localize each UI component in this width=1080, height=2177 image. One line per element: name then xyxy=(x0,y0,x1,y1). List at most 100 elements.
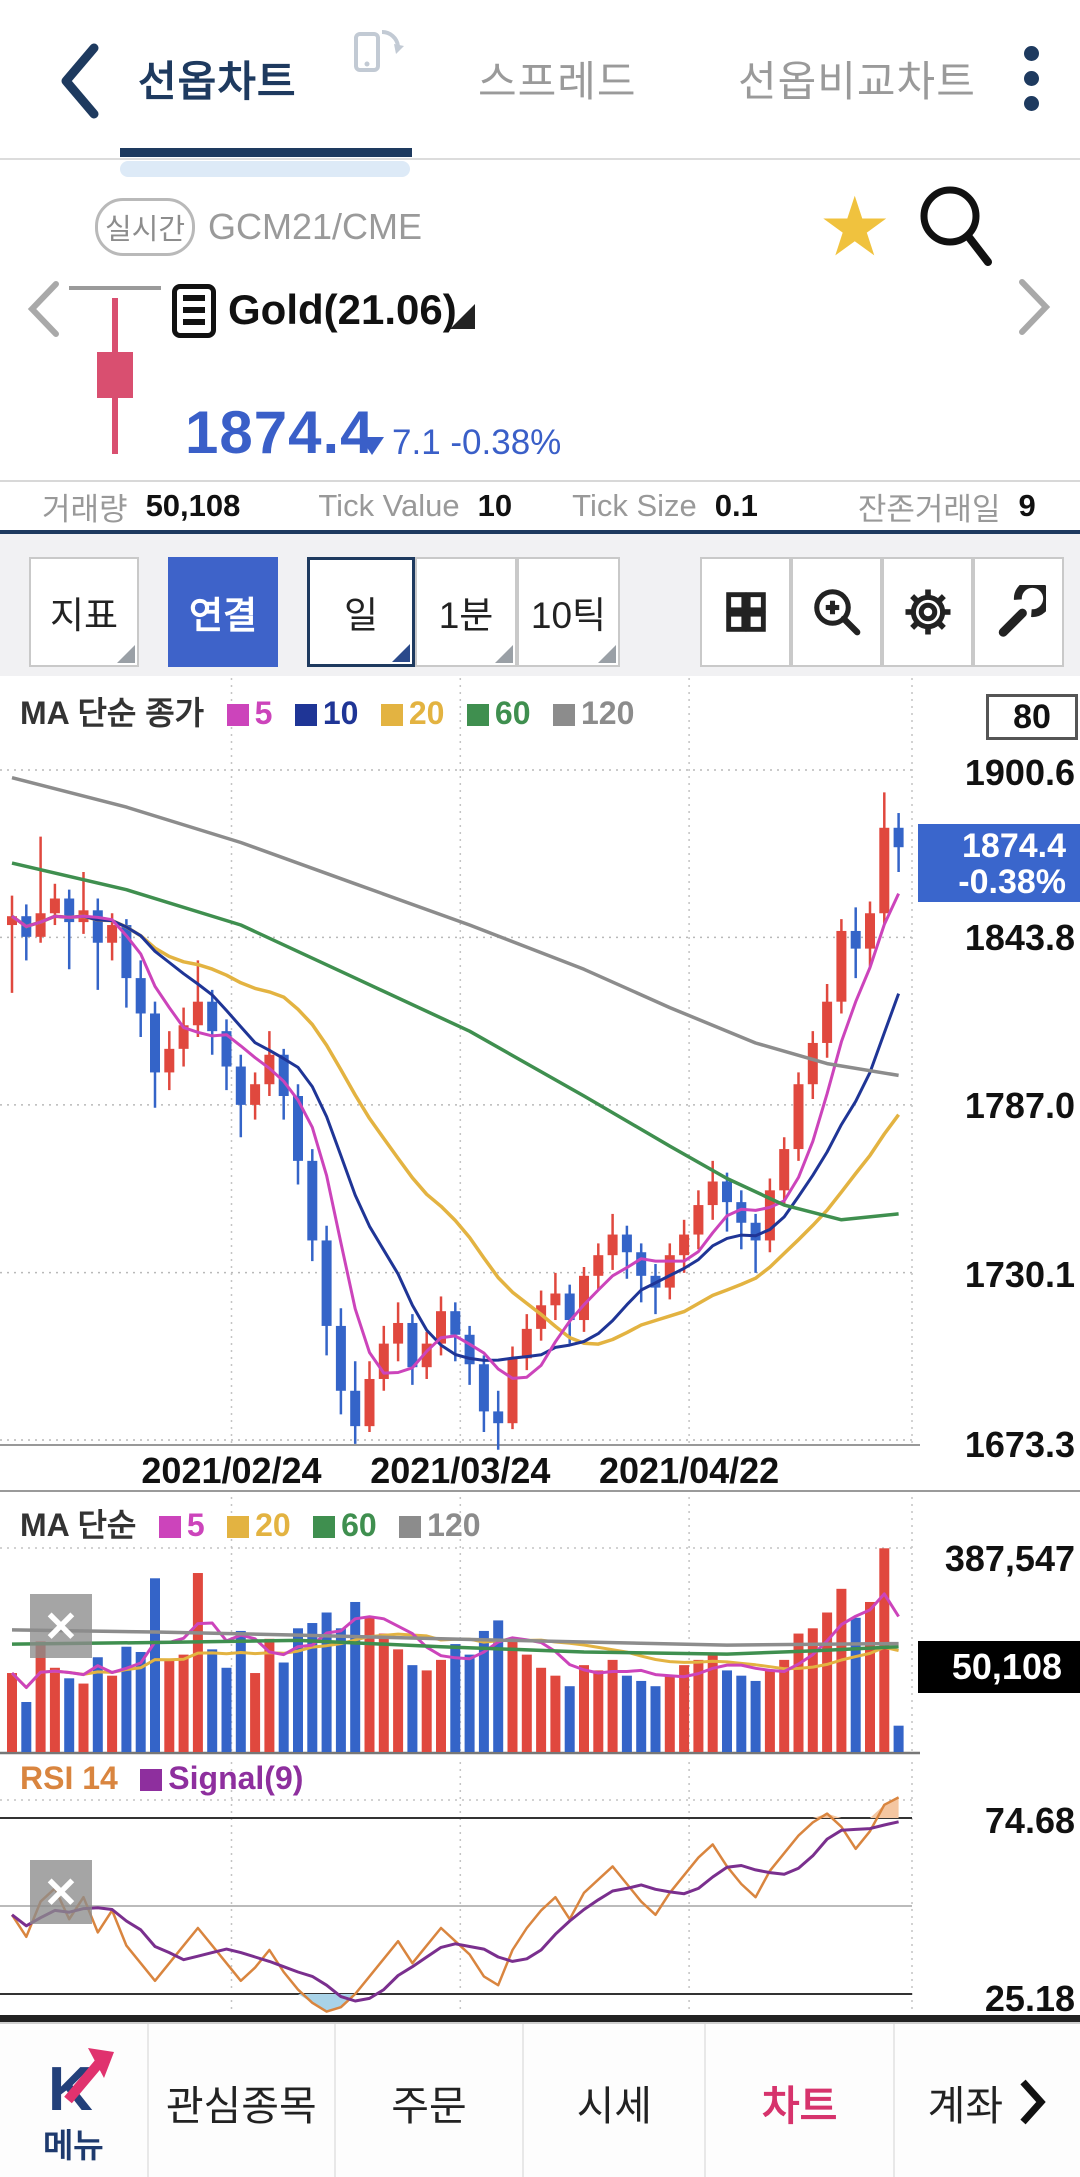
grid-icon xyxy=(725,592,766,632)
zoom-button[interactable] xyxy=(791,557,882,667)
x-axis-date: 2021/02/24 xyxy=(141,1450,322,1491)
tab-chart[interactable]: 선옵차트 xyxy=(138,58,297,105)
legend-swatch xyxy=(399,1516,422,1538)
nav-label: 시세 xyxy=(576,2082,653,2129)
legend-label: 5 xyxy=(186,1507,205,1543)
symbol-name[interactable]: Gold(21.06) xyxy=(228,286,457,333)
chevron-right-icon xyxy=(1020,2079,1046,2124)
signal-label: Signal(9) xyxy=(168,1760,304,1796)
rsi-upper-label: 74.68 xyxy=(984,1800,1075,1841)
legend-label: 10 xyxy=(322,695,359,731)
nav-quotes[interactable]: 시세 xyxy=(524,2024,707,2177)
symbol-dropdown-icon[interactable] xyxy=(450,304,475,329)
nav-watchlist[interactable]: 관심종목 xyxy=(149,2024,336,2177)
bottom-nav: K 메뉴 관심종목 주문 시세 차트 계좌 xyxy=(0,2022,1080,2177)
back-icon[interactable] xyxy=(58,42,102,120)
y-axis-label: 1787.0 xyxy=(964,1085,1075,1126)
nav-order[interactable]: 주문 xyxy=(336,2024,525,2177)
volume-current-badge: 50,108 xyxy=(918,1641,1080,1693)
nav-label: 주문 xyxy=(391,2082,467,2129)
legend-label: 120 xyxy=(580,695,635,731)
current-price: 1874.4 xyxy=(185,399,375,466)
volume-max-label: 387,547 xyxy=(944,1538,1075,1579)
y-axis-label: 1673.3 xyxy=(964,1424,1075,1465)
badge-price: 1874.4 xyxy=(962,827,1066,865)
rsi-close-button[interactable]: ✕ xyxy=(30,1860,92,1924)
legend-label: 60 xyxy=(341,1507,377,1543)
period-1min-button[interactable]: 1분 xyxy=(415,557,517,667)
next-symbol-icon[interactable] xyxy=(1014,278,1054,336)
candle-glyph-body xyxy=(97,352,133,398)
stat-label: 잔존거래일 xyxy=(857,491,1001,527)
zoom-in-icon xyxy=(813,589,860,636)
stats-row: 거래량 50,108 Tick Value 10 Tick Size 0.1 잔… xyxy=(0,480,1080,536)
countdown-box: 80 xyxy=(986,694,1078,740)
legend-swatch xyxy=(294,704,317,726)
wrench-icon xyxy=(998,585,1046,637)
legend-swatch xyxy=(226,704,249,726)
period-10tick-label: 10틱 xyxy=(530,595,607,636)
x-axis-date: 2021/04/22 xyxy=(599,1450,780,1491)
nav-label: 차트 xyxy=(761,2082,838,2129)
link-button-label: 연결 xyxy=(188,595,258,636)
rsi-lower-label: 25.18 xyxy=(984,1978,1075,2019)
nav-menu-label: 메뉴 xyxy=(42,2127,104,2164)
grid-layout-button[interactable] xyxy=(700,557,791,667)
link-button[interactable]: 연결 xyxy=(168,557,278,667)
tab-spread[interactable]: 스프레드 xyxy=(478,58,637,105)
main-chart-legend: MA 단순 종가 5 10 20 60 120 xyxy=(20,688,634,734)
period-1min-label: 1분 xyxy=(438,595,494,636)
candle-glyph xyxy=(69,286,161,290)
stat-value: 9 xyxy=(1018,488,1036,523)
y-axis-label: 1730.1 xyxy=(964,1254,1075,1295)
stat-label: Tick Size xyxy=(572,488,697,523)
legend-swatch xyxy=(158,1516,181,1538)
nav-label: 관심종목 xyxy=(165,2082,317,2129)
stat-value: 0.1 xyxy=(714,488,758,523)
x-axis-date: 2021/03/24 xyxy=(370,1450,551,1491)
settings-button[interactable] xyxy=(882,557,973,667)
prev-symbol-icon[interactable] xyxy=(24,280,64,338)
search-icon[interactable] xyxy=(908,178,998,274)
tab-compare-chart[interactable]: 선옵비교차트 xyxy=(738,58,976,105)
settings-icon xyxy=(905,589,950,635)
rsi-title: RSI 14 xyxy=(20,1760,118,1796)
legend-swatch xyxy=(552,704,575,726)
symbol-code: GCM21/CME xyxy=(208,206,423,247)
legend-label: 5 xyxy=(254,695,273,731)
period-10tick-button[interactable]: 10틱 xyxy=(517,557,620,667)
legend-label: 60 xyxy=(494,695,531,731)
nav-chart[interactable]: 차트 xyxy=(706,2024,895,2177)
nav-menu[interactable]: K 메뉴 xyxy=(0,2024,149,2177)
current-price-badge: 1874.4 -0.38% xyxy=(918,824,1080,902)
stat-label: Tick Value xyxy=(318,488,460,523)
legend-label: 20 xyxy=(255,1507,291,1543)
indicator-button[interactable]: 지표 xyxy=(29,557,139,667)
badge-percent: -0.38% xyxy=(958,863,1066,901)
stat-value: 50,108 xyxy=(145,488,241,523)
chart-toolbar: 지표 연결 일 1분 10틱 xyxy=(0,534,1080,676)
tools-button[interactable] xyxy=(973,557,1064,667)
nav-account[interactable]: 계좌 xyxy=(895,2024,1080,2177)
legend-title: MA 단순 종가 xyxy=(20,695,205,731)
more-menu-icon[interactable] xyxy=(1024,36,1039,121)
period-day-label: 일 xyxy=(343,595,379,636)
symbol-list-icon[interactable] xyxy=(172,284,216,338)
period-day-button[interactable]: 일 xyxy=(307,557,415,667)
header: 선옵차트 스프레드 선옵비교차트 xyxy=(0,0,1080,160)
price-down-icon xyxy=(360,437,384,455)
stat-label: 거래량 xyxy=(42,491,128,527)
active-tab-underline xyxy=(120,148,412,157)
stat-value: 10 xyxy=(477,488,513,523)
volume-close-button[interactable]: ✕ xyxy=(30,1594,92,1658)
realtime-badge: 실시간 xyxy=(95,198,195,256)
rotate-screen-icon[interactable] xyxy=(352,24,404,76)
price-change: 7.1 -0.38% xyxy=(392,423,562,462)
legend-swatch xyxy=(313,1516,336,1538)
favorite-star-icon[interactable]: ★ xyxy=(818,182,892,273)
y-axis-label: 1843.8 xyxy=(964,917,1075,958)
legend-swatch xyxy=(227,1516,250,1538)
y-axis-label: 1900.6 xyxy=(964,752,1075,793)
legend-swatch xyxy=(380,704,403,726)
